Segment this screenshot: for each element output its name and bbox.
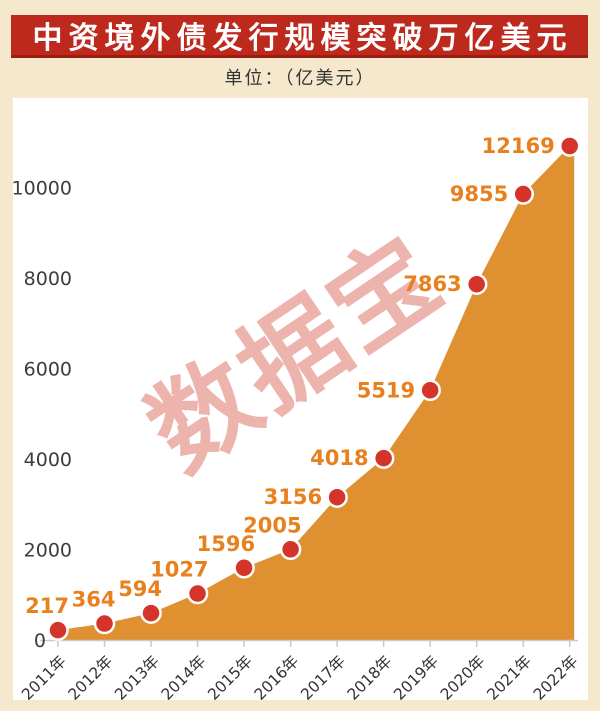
data-point — [279, 538, 302, 561]
data-value-label: 7863 — [403, 272, 461, 296]
data-point — [93, 612, 116, 635]
x-axis-category-label: 2019年 — [390, 652, 442, 704]
unit-label: 单位：（亿美元） — [224, 68, 376, 89]
x-axis-category-label: 2015年 — [204, 652, 256, 704]
data-point — [372, 447, 395, 469]
data-point — [326, 486, 348, 508]
data-point — [47, 619, 69, 641]
x-axis-category-label: 2022年 — [530, 652, 582, 704]
data-value-label: 9855 — [450, 182, 508, 206]
data-value-label: 12169 — [482, 134, 555, 158]
x-axis-category-label: 2018年 — [344, 652, 396, 704]
data-point — [512, 183, 534, 205]
data-value-label: 594 — [118, 577, 162, 601]
data-point — [419, 379, 441, 402]
y-axis-tick-label: 6000 — [24, 359, 72, 381]
data-value-label: 4018 — [310, 446, 368, 470]
data-value-label: 217 — [25, 594, 69, 618]
data-value-label: 1027 — [150, 558, 208, 582]
data-point — [558, 135, 581, 157]
y-axis-tick-label: 10000 — [12, 178, 72, 200]
data-value-label: 2005 — [243, 513, 301, 537]
y-axis-tick-label: 0 — [34, 630, 46, 652]
y-axis-tick-label: 2000 — [24, 540, 72, 562]
data-value-label: 364 — [72, 588, 116, 612]
x-axis-category-label: 2021年 — [483, 652, 535, 704]
data-point — [186, 582, 209, 605]
data-point — [233, 557, 255, 579]
data-value-label: 5519 — [357, 378, 415, 402]
x-axis-category-label: 2016年 — [251, 652, 303, 704]
x-axis-category-label: 2020年 — [437, 652, 489, 704]
x-axis-category-label: 2011年 — [18, 652, 70, 704]
x-axis-category-label: 2013年 — [111, 652, 163, 704]
chart-title: 中资境外债发行规模突破万亿美元 — [32, 21, 573, 56]
area-fill — [58, 146, 575, 640]
data-point — [140, 602, 162, 624]
chart-title-banner: 中资境外债发行规模突破万亿美元 — [11, 15, 588, 58]
x-axis-category-label: 2012年 — [65, 652, 117, 704]
x-axis-category-label: 2017年 — [297, 652, 349, 704]
data-value-label: 3156 — [264, 485, 322, 509]
y-axis-tick-label: 8000 — [24, 268, 72, 290]
x-axis-category-label: 2014年 — [158, 652, 210, 704]
y-axis-tick-label: 4000 — [24, 449, 72, 471]
data-value-label: 1596 — [197, 532, 255, 556]
unit-label-row: 单位：（亿美元） — [0, 64, 600, 90]
data-point — [465, 273, 488, 295]
